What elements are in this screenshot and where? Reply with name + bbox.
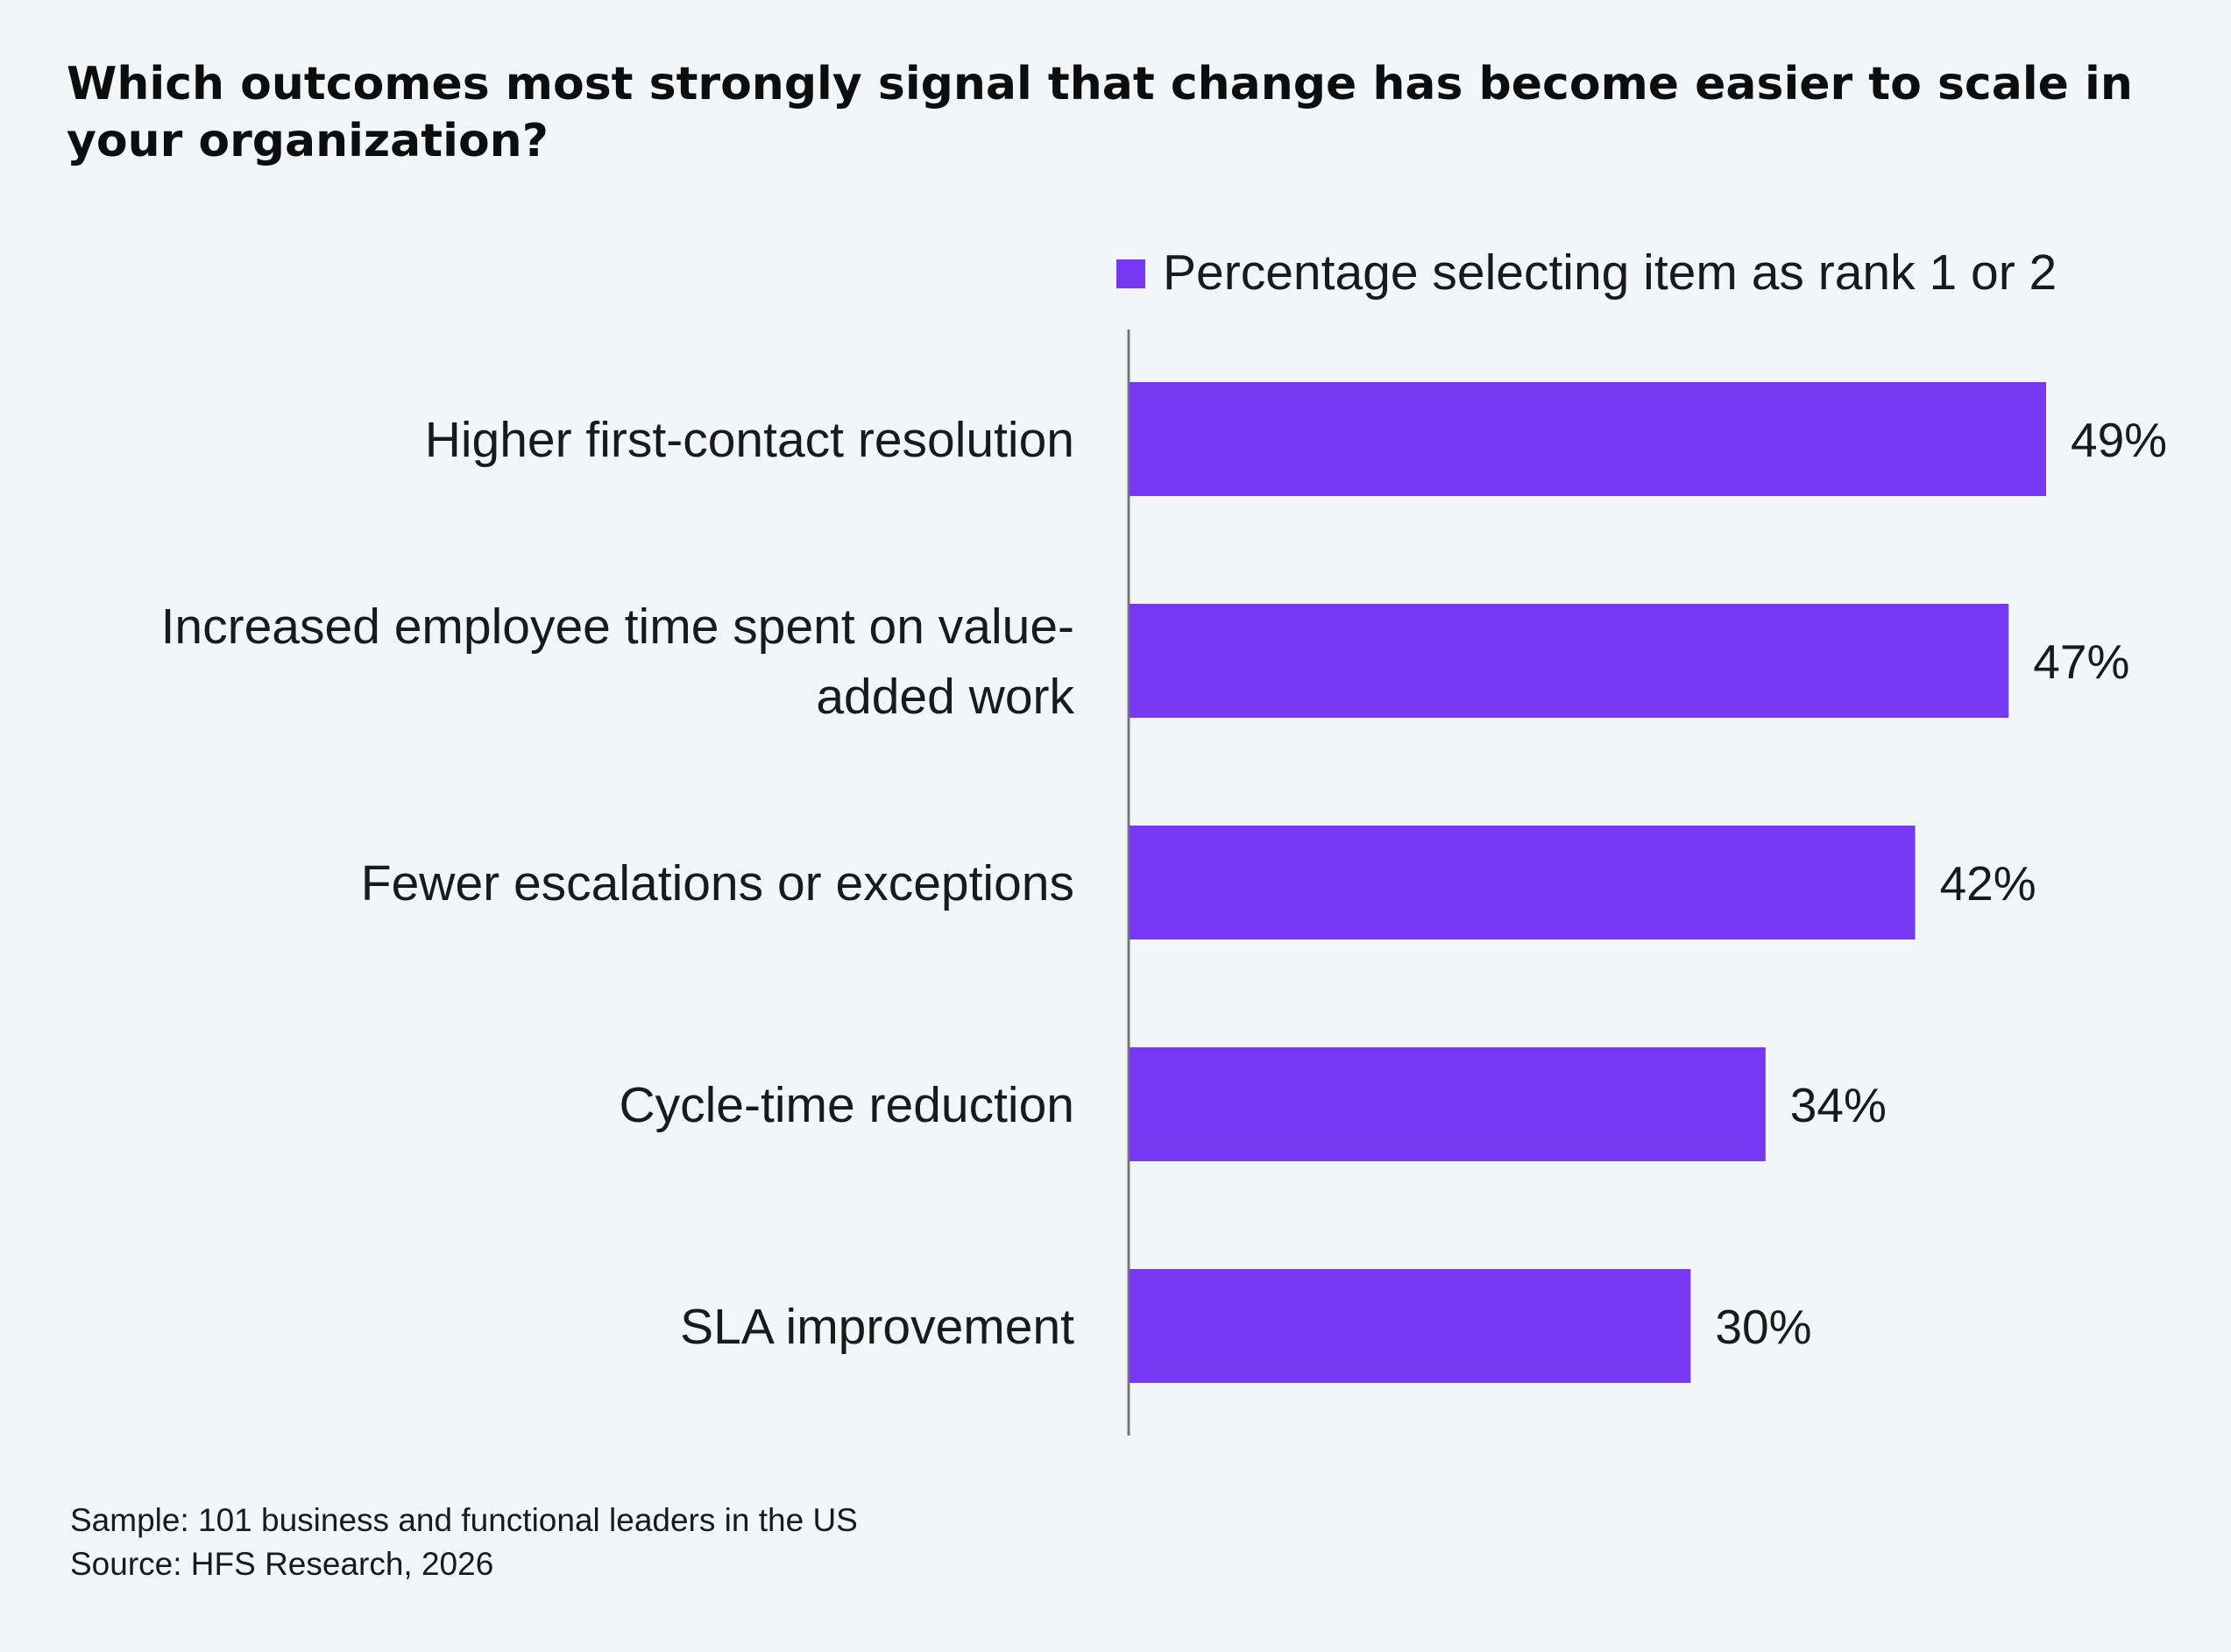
bar-2 [1130, 604, 2009, 718]
category-label-4: Cycle-time reduction [619, 1077, 1074, 1133]
value-label-4: 34% [1790, 1078, 1887, 1132]
bars-group [1130, 382, 2046, 1383]
legend-label: Percentage selecting item as rank 1 or 2 [1163, 245, 2057, 301]
category-label-5: SLA improvement [680, 1299, 1074, 1355]
category-label-1: Higher first-contact resolution [425, 412, 1074, 468]
category-labels: Higher first-contact resolution Increased… [161, 412, 1075, 1355]
value-label-3: 42% [1940, 856, 2036, 911]
source-note: Source: HFS Research, 2026 [70, 1546, 494, 1582]
value-labels: 49% 47% 42% 34% 30% [1715, 413, 2167, 1354]
sample-note: Sample: 101 business and functional lead… [70, 1502, 858, 1538]
category-label-2-line-2: added work [816, 669, 1074, 725]
value-label-2: 47% [2033, 635, 2129, 689]
legend-swatch [1116, 259, 1145, 288]
value-label-1: 49% [2071, 413, 2167, 467]
category-label-2-line-1: Increased employee time spent on value- [161, 599, 1074, 655]
bar-3 [1130, 826, 1916, 939]
chart-title: Which outcomes most strongly signal that… [67, 58, 2133, 167]
legend: Percentage selecting item as rank 1 or 2 [1116, 245, 2057, 301]
category-label-3: Fewer escalations or exceptions [361, 855, 1074, 911]
bar-4 [1130, 1047, 1766, 1161]
bar-5 [1130, 1269, 1691, 1383]
bar-1 [1130, 382, 2046, 496]
value-label-5: 30% [1715, 1300, 1811, 1354]
